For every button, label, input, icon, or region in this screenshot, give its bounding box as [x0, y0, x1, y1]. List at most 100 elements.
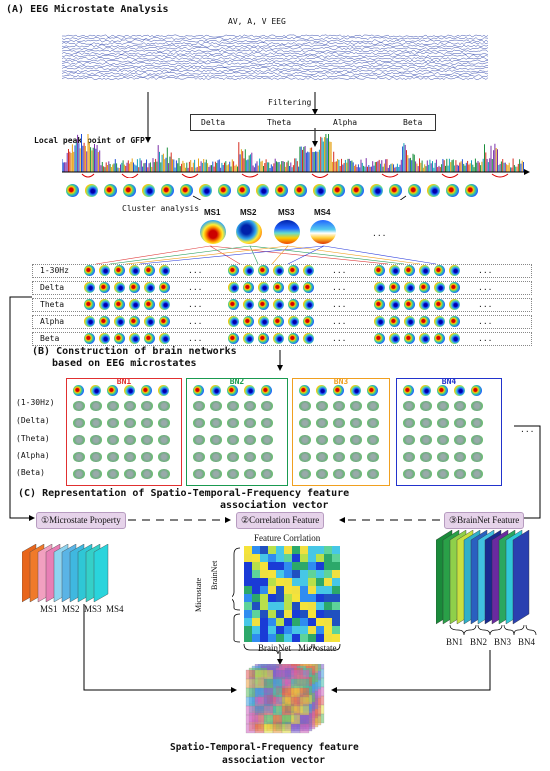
band-row-label: Delta: [40, 283, 65, 292]
microstate-property-slabs: [22, 544, 109, 603]
bn-topomap: [350, 385, 361, 396]
band-ellipsis: ...: [478, 300, 493, 309]
brain-network-glyph: [437, 452, 449, 462]
band-topomap: [258, 333, 269, 344]
band-topomap: [273, 299, 284, 310]
brain-network-glyph: [454, 452, 466, 462]
band-topomap: [144, 282, 155, 293]
band-ellipsis: ...: [188, 317, 203, 326]
band-topomap: [84, 282, 95, 293]
band-topomap: [288, 299, 299, 310]
band-theta: Theta: [267, 118, 292, 127]
band-topomap: [288, 265, 299, 276]
brain-network-glyph: [350, 401, 362, 411]
bn-topomap: [193, 385, 204, 396]
brain-network-glyph: [158, 469, 170, 479]
haxis-brainnet: BrainNet: [258, 643, 291, 653]
bn-row-alpha: (Alpha): [16, 451, 50, 460]
brain-network-glyph: [299, 401, 311, 411]
band-topomap: [129, 282, 140, 293]
vaxis-brainnet: BrainNet: [210, 560, 219, 590]
bn-label-4: BN4: [518, 637, 536, 647]
bn-topomap: [158, 385, 169, 396]
brain-network-glyph: [454, 435, 466, 445]
bn-label-3: BN3: [494, 637, 512, 647]
band-ellipsis: ...: [478, 317, 493, 326]
gfp-topomap: [446, 184, 459, 197]
band-topomap: [129, 265, 140, 276]
brain-network-glyph: [158, 401, 170, 411]
brain-network-glyph: [90, 401, 102, 411]
matrix-title: Feature Corrlation: [254, 533, 321, 543]
band-topomap: [129, 333, 140, 344]
band-topomap: [374, 299, 385, 310]
band-topomap: [99, 316, 110, 327]
band-topomap: [258, 265, 269, 276]
ms1-label: MS1: [204, 208, 221, 217]
brain-network-glyph: [73, 452, 85, 462]
band-topomap: [288, 282, 299, 293]
band-topomap: [419, 299, 430, 310]
band-topomap: [228, 265, 239, 276]
brain-network-glyph: [367, 435, 379, 445]
eeg-label: AV, A, V EEG: [228, 17, 286, 26]
bn-topomap: [90, 385, 101, 396]
band-topomap: [303, 282, 314, 293]
band-topomap: [374, 333, 385, 344]
band-ellipsis: ...: [332, 317, 347, 326]
band-topomap: [228, 299, 239, 310]
bn-row-delta: (Delta): [16, 416, 50, 425]
brain-network-glyph: [210, 418, 222, 428]
band-topomap: [114, 265, 125, 276]
brain-network-glyph: [420, 418, 432, 428]
bn-topomap: [107, 385, 118, 396]
brain-network-glyph: [73, 401, 85, 411]
brain-network-glyph: [158, 418, 170, 428]
gfp-topomap: [66, 184, 79, 197]
brain-network-glyph: [350, 418, 362, 428]
band-topomap: [404, 282, 415, 293]
brain-network-glyph: [367, 452, 379, 462]
bn-title: BN1: [116, 377, 132, 386]
band-ellipsis: ...: [188, 300, 203, 309]
brain-network-glyph: [210, 469, 222, 479]
brain-network-glyph: [403, 418, 415, 428]
brain-network-glyph: [124, 418, 136, 428]
bn-braces: [449, 624, 537, 636]
band-topomap: [159, 316, 170, 327]
band-topomap: [434, 265, 445, 276]
brain-network-glyph: [420, 469, 432, 479]
brain-network-glyph: [124, 401, 136, 411]
microstate-property-box: ①Microstate Property: [36, 512, 126, 529]
brain-network-glyph: [471, 469, 483, 479]
bn-topomap: [73, 385, 84, 396]
band-row: [32, 264, 532, 278]
bn-topomap: [437, 385, 448, 396]
brain-network-glyph: [261, 469, 273, 479]
band-topomap: [84, 299, 95, 310]
band-topomap: [228, 282, 239, 293]
band-topomap: [288, 316, 299, 327]
band-topomap: [404, 299, 415, 310]
flow-arrows-top: [145, 92, 407, 200]
brain-network-glyph: [316, 452, 328, 462]
brain-network-glyph: [333, 435, 345, 445]
band-topomap: [228, 333, 239, 344]
brain-network-glyph: [403, 435, 415, 445]
band-topomap: [303, 333, 314, 344]
bn-label-2: BN2: [470, 637, 488, 647]
bn-title: BN4: [441, 377, 457, 386]
brain-network-glyph: [244, 401, 256, 411]
band-topomap: [144, 316, 155, 327]
brain-network-glyph: [107, 469, 119, 479]
gfp-topomap: [275, 184, 288, 197]
eeg-signal-traces: [62, 34, 488, 81]
filtering-label: Filtering: [268, 98, 312, 107]
brain-network-glyph: [350, 435, 362, 445]
brain-network-glyph: [454, 418, 466, 428]
section-c-title-1: (C) Representation of Spatio-Temporal-Fr…: [18, 488, 350, 499]
brain-network-glyph: [227, 401, 239, 411]
brain-network-glyph: [420, 401, 432, 411]
brain-network-glyph: [299, 452, 311, 462]
